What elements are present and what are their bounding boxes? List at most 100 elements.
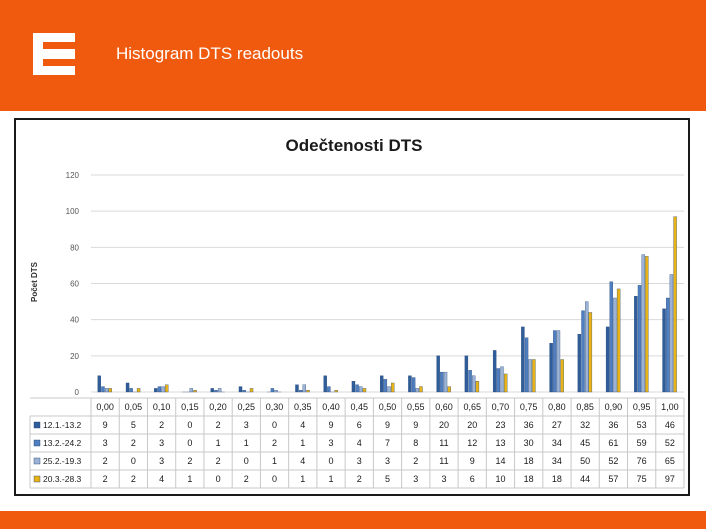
x-tick-label: 0,90 bbox=[605, 402, 623, 412]
bar bbox=[645, 256, 649, 393]
bar bbox=[637, 285, 642, 393]
y-tick-label: 40 bbox=[70, 316, 79, 325]
data-table-value: 57 bbox=[608, 474, 618, 484]
bar bbox=[443, 371, 448, 393]
data-table-value: 0 bbox=[272, 420, 277, 430]
data-table-value: 1 bbox=[300, 438, 305, 448]
data-table-value: 32 bbox=[580, 420, 590, 430]
bar bbox=[362, 388, 367, 393]
data-table-value: 2 bbox=[131, 474, 136, 484]
bar bbox=[464, 355, 469, 393]
bar bbox=[380, 375, 384, 393]
data-table-value: 2 bbox=[131, 438, 136, 448]
bar bbox=[295, 384, 299, 393]
data-table-value: 2 bbox=[244, 474, 249, 484]
x-tick-label: 0,10 bbox=[153, 402, 171, 412]
data-table-value: 3 bbox=[159, 456, 164, 466]
bar bbox=[351, 380, 356, 393]
legend-label: 13.2.-24.2 bbox=[43, 438, 82, 448]
bar bbox=[104, 388, 109, 393]
data-table-value: 97 bbox=[665, 474, 675, 484]
data-table-value: 7 bbox=[385, 438, 390, 448]
bar bbox=[581, 310, 585, 393]
data-table-value: 30 bbox=[524, 438, 534, 448]
data-table-value: 3 bbox=[385, 456, 390, 466]
data-table-value: 36 bbox=[608, 420, 618, 430]
bar bbox=[634, 296, 638, 393]
bar bbox=[609, 281, 613, 393]
data-table-value: 14 bbox=[495, 456, 505, 466]
bar bbox=[129, 388, 133, 393]
x-tick-label: 0,55 bbox=[407, 402, 425, 412]
data-table-value: 3 bbox=[441, 474, 446, 484]
data-table-value: 76 bbox=[637, 456, 647, 466]
legend-label: 12.1.-13.2 bbox=[43, 420, 82, 430]
bar bbox=[419, 386, 423, 393]
data-table-value: 2 bbox=[187, 456, 192, 466]
x-tick-label: 0,00 bbox=[96, 402, 114, 412]
y-tick-label: 80 bbox=[70, 243, 79, 252]
bar bbox=[157, 386, 162, 393]
data-table-value: 3 bbox=[103, 438, 108, 448]
x-tick-label: 0,25 bbox=[238, 402, 256, 412]
data-table-value: 20 bbox=[467, 420, 477, 430]
data-table-value: 9 bbox=[413, 420, 418, 430]
bar bbox=[613, 297, 617, 393]
bar bbox=[496, 368, 501, 393]
bar bbox=[154, 388, 158, 393]
bar bbox=[383, 379, 388, 393]
legend-label: 25.2.-19.3 bbox=[43, 456, 82, 466]
bar bbox=[125, 382, 130, 393]
data-table-value: 3 bbox=[244, 420, 249, 430]
bar bbox=[359, 386, 363, 393]
bar bbox=[391, 382, 395, 393]
data-table-value: 0 bbox=[187, 438, 192, 448]
data-table-value: 2 bbox=[357, 474, 362, 484]
bar bbox=[662, 308, 666, 393]
bar bbox=[521, 326, 525, 393]
bar bbox=[306, 390, 310, 393]
data-table-value: 3 bbox=[357, 456, 362, 466]
x-tick-label: 0,30 bbox=[266, 402, 284, 412]
bar bbox=[468, 370, 472, 393]
data-table-value: 10 bbox=[495, 474, 505, 484]
bar bbox=[475, 380, 480, 393]
bar bbox=[189, 388, 194, 393]
bar bbox=[577, 333, 582, 393]
chart-frame: 0 20 40 60 80 100 120 0,00 0,05 0,10 0,15 0,20 0,25… bbox=[14, 118, 690, 496]
bar bbox=[249, 388, 254, 393]
bar bbox=[298, 390, 303, 393]
legend-swatch bbox=[33, 439, 41, 447]
data-table-value: 20 bbox=[439, 420, 449, 430]
chart-title: Odečtenosti DTS bbox=[286, 136, 423, 155]
data-table-value: 6 bbox=[470, 474, 475, 484]
x-tick-label: 0,40 bbox=[322, 402, 340, 412]
bar bbox=[666, 297, 670, 393]
bar bbox=[355, 384, 359, 393]
data-table-value: 1 bbox=[187, 474, 192, 484]
data-table-value: 5 bbox=[385, 474, 390, 484]
bar bbox=[556, 330, 561, 393]
bar bbox=[97, 375, 101, 393]
x-tick-label: 1,00 bbox=[661, 402, 679, 412]
data-table-value: 65 bbox=[665, 456, 675, 466]
data-table-value: 6 bbox=[357, 420, 362, 430]
bar bbox=[210, 388, 214, 393]
y-tick-label: 20 bbox=[70, 352, 79, 361]
data-table-value: 8 bbox=[413, 438, 418, 448]
data-table-value: 36 bbox=[524, 420, 534, 430]
bar bbox=[334, 390, 338, 393]
bar bbox=[165, 384, 169, 393]
data-table-value: 52 bbox=[665, 438, 675, 448]
x-tick-label: 0,60 bbox=[435, 402, 453, 412]
data-table-value: 27 bbox=[552, 420, 562, 430]
bar bbox=[411, 377, 416, 393]
data-table-value: 0 bbox=[187, 420, 192, 430]
data-table-value: 3 bbox=[413, 474, 418, 484]
data-table-value: 4 bbox=[357, 438, 362, 448]
y-tick-label: 120 bbox=[66, 171, 80, 180]
data-table-value: 2 bbox=[103, 474, 108, 484]
legend-swatch bbox=[33, 457, 41, 465]
data-table-value: 61 bbox=[608, 438, 618, 448]
data-table-value: 5 bbox=[131, 420, 136, 430]
